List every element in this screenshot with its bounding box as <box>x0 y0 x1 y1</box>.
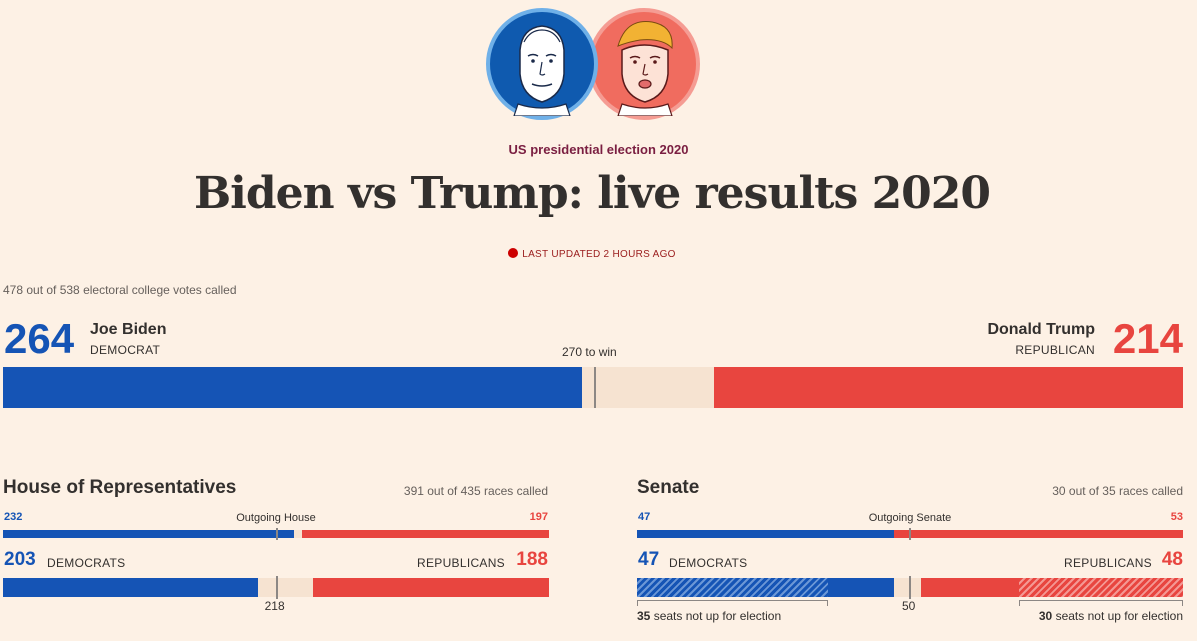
house-races-called: 391 out of 435 races called <box>403 484 548 498</box>
house-outgoing-bar-dem <box>3 530 295 538</box>
electoral-bar-dem <box>3 367 583 408</box>
senate-rep-not-up-text: seats not up for election <box>1055 609 1183 623</box>
house-dem-label: DEMOCRATS <box>47 556 126 570</box>
senate-dem-label: DEMOCRATS <box>669 556 748 570</box>
senate-bar-rep-not-up <box>1019 578 1183 597</box>
senate-dem-not-up-text: seats not up for election <box>653 609 782 623</box>
senate-outgoing-majority-marker <box>909 528 911 540</box>
house-majority-label: 218 <box>264 599 285 613</box>
trump-electoral-votes: 214 <box>1112 315 1183 362</box>
house-outgoing-majority-marker <box>275 528 278 540</box>
electoral-bar-rep <box>713 367 1183 408</box>
senate-outgoing-dem: 47 <box>638 511 651 523</box>
senate-title: Senate <box>637 477 700 498</box>
candidate-portraits <box>486 8 700 122</box>
house-outgoing-bar-rep <box>301 530 549 538</box>
biden-electoral-votes: 264 <box>4 315 75 362</box>
biden-portrait-icon <box>486 8 598 120</box>
senate-rep-not-up-bracket <box>1019 600 1183 606</box>
trump-portrait-icon <box>588 8 700 120</box>
biden-party: DEMOCRAT <box>90 343 161 357</box>
house-outgoing-label: Outgoing House <box>236 512 316 524</box>
house-outgoing-bar <box>3 528 549 540</box>
house-bar-dem <box>3 578 258 597</box>
senate-rep-not-up-note: 30 seats not up for election <box>1039 609 1183 623</box>
house-results-bar <box>3 576 549 599</box>
senate-majority-label: 50 <box>902 599 916 613</box>
senate-dem-not-up-note: 35 seats not up for election <box>637 609 781 623</box>
senate-rep-count: 48 <box>1161 549 1183 570</box>
house-title: House of Representatives <box>3 477 237 498</box>
to-win-label: 270 to win <box>562 345 617 359</box>
house-outgoing-dem: 232 <box>4 511 23 523</box>
trump-name: Donald Trump <box>987 321 1095 338</box>
house-majority-marker <box>275 576 278 599</box>
senate-outgoing-bar-dem <box>637 530 894 538</box>
senate-rep-not-up-count: 30 <box>1038 609 1053 623</box>
live-dot-icon <box>508 248 519 258</box>
senate-dem-count: 47 <box>638 549 660 570</box>
senate-majority-marker <box>909 576 911 599</box>
senate-outgoing-label: Outgoing Senate <box>868 512 952 524</box>
senate-outgoing-rep: 53 <box>1170 511 1183 523</box>
senate-outgoing-bar-rep <box>893 530 1183 538</box>
senate-races-called: 30 out of 35 races called <box>1052 484 1183 498</box>
last-updated: LAST UPDATED 2 HOURS AGO <box>0 248 1184 260</box>
senate-outgoing-bar <box>637 528 1183 540</box>
trump-party: REPUBLICAN <box>1015 343 1095 357</box>
house-rep-label: REPUBLICANS <box>417 556 505 570</box>
electoral-votes-called: 478 out of 538 electoral college votes c… <box>3 283 237 297</box>
house-outgoing-rep: 197 <box>529 511 548 523</box>
to-win-marker <box>594 367 597 408</box>
electoral-votes-bar <box>3 367 1183 408</box>
senate-results-bar <box>637 576 1183 599</box>
section-kicker[interactable]: US presidential election 2020 <box>508 142 689 157</box>
senate-rep-label: REPUBLICANS <box>1064 556 1152 570</box>
house-dem-count: 203 <box>4 549 36 570</box>
page-title: Biden vs Trump: live results 2020 <box>193 168 991 219</box>
senate-bar-dem-not-up <box>637 578 829 597</box>
senate-dem-not-up-count: 35 <box>637 609 651 623</box>
house-rep-count: 188 <box>516 549 548 570</box>
biden-name: Joe Biden <box>90 321 167 338</box>
senate-dem-not-up-bracket <box>637 600 829 606</box>
house-bar-rep <box>313 578 549 597</box>
last-updated-label: LAST UPDATED 2 HOURS AGO <box>522 249 676 260</box>
